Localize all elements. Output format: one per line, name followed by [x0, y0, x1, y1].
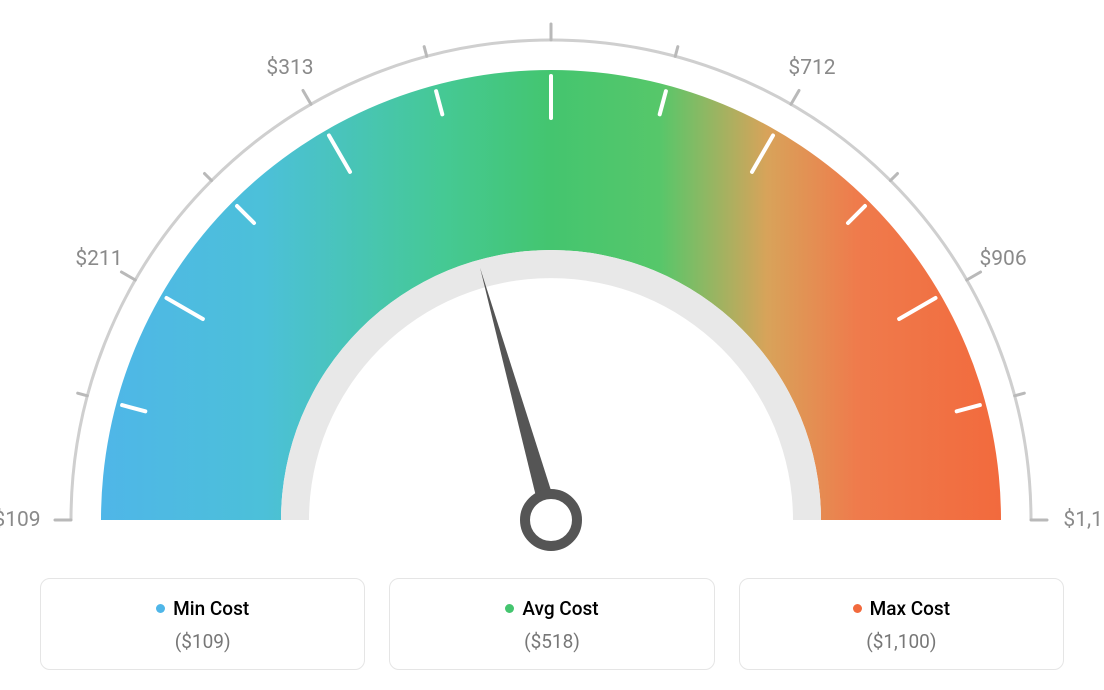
gauge-infographic: $109 $211 $313 $518 $712 $906 $1,100 Min Cost … [0, 0, 1104, 690]
legend-title-min: Min Cost [156, 597, 249, 620]
legend-value-avg: ($518) [400, 630, 703, 653]
gauge-tick-label: $313 [266, 56, 313, 80]
legend-label: Max Cost [870, 597, 950, 620]
dot-icon [853, 604, 862, 613]
gauge-tick-label: $518 [527, 0, 574, 4]
legend-title-max: Max Cost [853, 597, 950, 620]
legend-row: Min Cost ($109) Avg Cost ($518) Max Cost… [40, 578, 1064, 670]
legend-label: Avg Cost [522, 597, 598, 620]
gauge-svg [0, 0, 1104, 560]
legend-card-avg: Avg Cost ($518) [389, 578, 714, 670]
legend-label: Min Cost [173, 597, 249, 620]
gauge-chart: $109 $211 $313 $518 $712 $906 $1,100 [0, 0, 1104, 560]
gauge-tick-label: $109 [0, 508, 41, 532]
legend-title-avg: Avg Cost [505, 597, 598, 620]
legend-card-min: Min Cost ($109) [40, 578, 365, 670]
dot-icon [156, 604, 165, 613]
legend-card-max: Max Cost ($1,100) [739, 578, 1064, 670]
gauge-tick-label: $906 [979, 247, 1026, 271]
gauge-tick-label: $1,100 [1063, 508, 1104, 532]
dot-icon [505, 604, 514, 613]
gauge-tick-label: $712 [788, 56, 835, 80]
legend-value-min: ($109) [51, 630, 354, 653]
legend-value-max: ($1,100) [750, 630, 1053, 653]
gauge-tick-label: $211 [75, 247, 122, 271]
